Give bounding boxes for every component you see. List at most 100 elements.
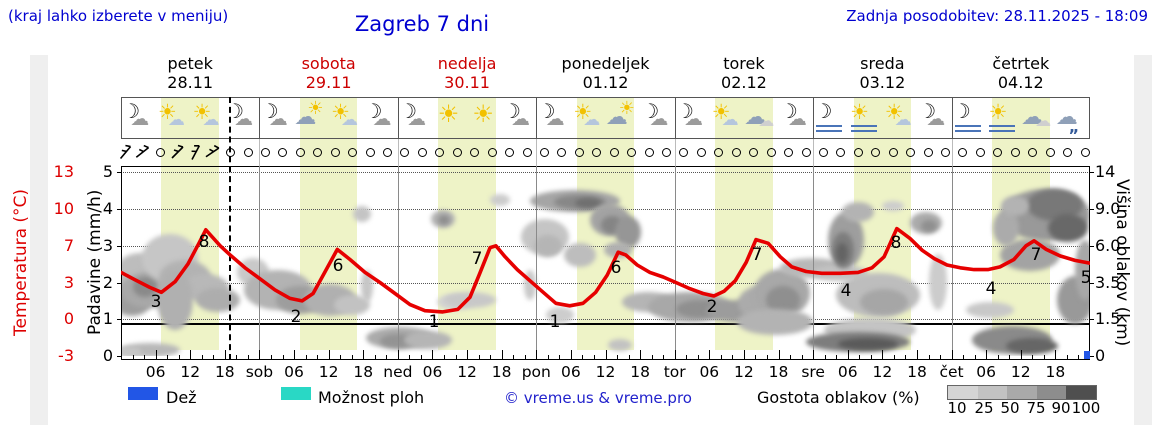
fog-icon (989, 125, 1016, 134)
wind-calm-icon (539, 148, 549, 157)
y-tick (117, 356, 121, 357)
moon-icon: ☽ (952, 99, 971, 123)
hour-tick (1032, 355, 1034, 360)
fog-icon (954, 125, 981, 134)
day-separator (536, 139, 538, 166)
temp-extreme-label: 1 (428, 312, 440, 332)
hour-tick (167, 355, 169, 360)
weather-icon-sun-fog: ☀ (847, 99, 883, 137)
hour-tick (997, 355, 999, 360)
temp-extreme-label: 7 (1030, 245, 1042, 265)
left-margin-strip (30, 55, 48, 425)
temp-tick-label: 0 (63, 309, 74, 329)
hour-tick (686, 355, 688, 360)
gridline (121, 319, 1090, 321)
cloud-blob (546, 307, 574, 323)
x-tick-label: 18 (353, 363, 374, 381)
weather-icon-sun-cloud: ☀ ☁ (882, 99, 918, 137)
weather-icon-moon-cloud: ☽ ☁ (397, 99, 433, 137)
wind-calm-icon (505, 148, 515, 157)
gradient-segment (1036, 386, 1067, 399)
day-header-name: nedelja (437, 54, 497, 73)
cloud-icon: ☁ (167, 110, 185, 130)
hour-tick (617, 355, 619, 360)
cloud-icon: ☁ (202, 110, 220, 130)
temp-tick-label: 13 (53, 162, 74, 182)
cloud-height-tick-label: 9.0 (1095, 199, 1121, 218)
day-header-name: sobota (301, 54, 356, 73)
temp-extreme-label: 7 (751, 245, 763, 265)
gradient-tick-label: 10 (947, 399, 967, 417)
cloud-blob (438, 215, 450, 225)
y-tick (117, 209, 121, 210)
showers-legend-label: Možnost ploh (318, 388, 425, 407)
hour-tick (409, 355, 411, 360)
precip-tick-label: 5 (102, 162, 113, 182)
wind-calm-icon (662, 148, 672, 157)
weather-icon-moon-cloud: ☽ ☁ (536, 99, 572, 137)
wind-calm-icon (836, 148, 846, 157)
x-tick-label: 06 (976, 363, 997, 381)
temp-tick-label: 7 (63, 235, 74, 255)
wind-calm-icon (731, 148, 741, 157)
wind-calm-icon (941, 148, 950, 157)
x-tick-label: 06 (561, 363, 581, 381)
hour-tick (490, 355, 492, 360)
hour-tick (201, 355, 203, 360)
wind-calm-icon (923, 148, 933, 157)
day-header-name: torek (723, 54, 765, 73)
sun-icon: ☀ (711, 100, 731, 124)
hour-tick (905, 355, 907, 360)
day-separator (813, 97, 815, 139)
copyright-link[interactable]: © vreme.us & vreme.pro (504, 389, 692, 407)
day-separator (951, 139, 953, 166)
hour-tick (1043, 355, 1045, 360)
wind-calm-icon (871, 148, 881, 157)
y-tick (1090, 245, 1094, 247)
hour-tick (790, 355, 792, 360)
cloud-icon: ☁ (926, 108, 946, 130)
x-day-label: sob (245, 363, 274, 381)
day-separator (536, 166, 538, 360)
hour-tick (640, 350, 642, 360)
day-separator (951, 166, 953, 360)
hour-tick (916, 350, 918, 360)
day-separator (951, 97, 953, 139)
day-separator (813, 166, 815, 360)
hour-tick (547, 355, 549, 360)
cloud-icon: ☁ (1035, 111, 1052, 130)
cloud-blob (361, 270, 373, 302)
cloud-height-tick-label: 6.0 (1095, 235, 1121, 255)
hour-tick (697, 355, 699, 360)
wind-barb-icon (204, 143, 222, 161)
menu-hint-text: (kraj lahko izberete v meniju) (8, 7, 229, 25)
axis-baseline (121, 323, 1090, 325)
wind-calm-icon (958, 148, 968, 157)
wind-calm-icon (679, 148, 689, 157)
hour-tick (247, 355, 249, 360)
cloud-layer (122, 167, 1089, 356)
cloud-blob (929, 254, 947, 310)
x-tick-label: 18 (1045, 363, 1066, 381)
sun-icon: ☀ (472, 100, 494, 128)
cloud-icon: ☁ (583, 110, 601, 130)
precip-tick-label: 0 (102, 346, 113, 365)
cloud-icon: ☁ (605, 105, 628, 130)
cloud-icon: ☁ (510, 108, 530, 130)
gridline (121, 282, 1090, 284)
temp-tick-label: -3 (58, 346, 74, 365)
weather-icon-moon-fog: ☽ (812, 99, 848, 137)
hour-tick (663, 355, 665, 360)
moon-icon: ☽ (918, 99, 937, 123)
wind-calm-icon (766, 148, 776, 157)
hour-tick (224, 350, 226, 360)
x-tick-label: 18 (214, 363, 235, 381)
hour-tick (767, 355, 768, 360)
cloud-icon: ☁ (684, 108, 704, 130)
sun-icon: ☀ (988, 100, 1008, 124)
moon-icon: ☽ (779, 99, 798, 123)
hour-tick (455, 355, 457, 360)
cloud-blob (608, 339, 632, 351)
gradient-segment (948, 386, 978, 399)
sun-icon: ☀ (573, 100, 593, 124)
